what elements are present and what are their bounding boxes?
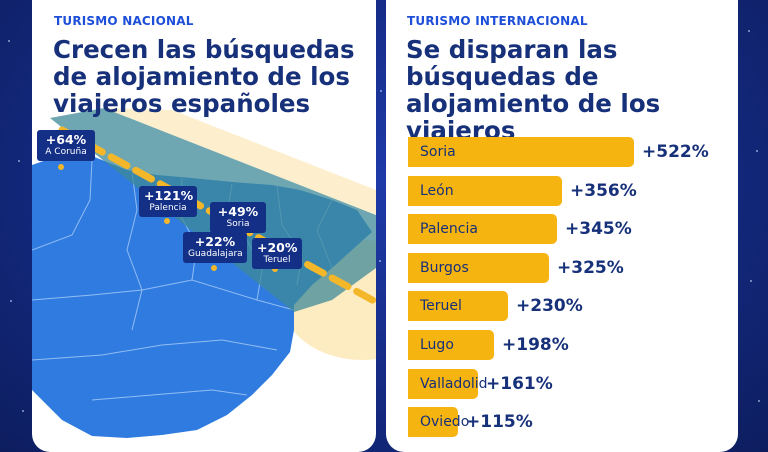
bar-chart: Soria +522% León +356% Palencia +345% Burgos +3… <box>386 0 738 452</box>
band-highlight <box>104 108 376 215</box>
national-panel: TURISMO NACIONAL Crecen las búsquedas de… <box>32 0 376 452</box>
international-panel: TURISMO INTERNACIONAL Se disparan las bú… <box>386 0 738 452</box>
map-label-city: Soria <box>226 219 250 229</box>
map-label-guadalajara: +22% Guadalajara <box>183 232 247 263</box>
bar-category-label: Teruel <box>420 298 462 314</box>
bar <box>408 407 458 437</box>
map-label-city: Teruel <box>263 255 291 265</box>
bar-value-label: +325% <box>557 258 624 278</box>
map-label-city: A Coruña <box>45 147 87 157</box>
bar <box>408 253 549 283</box>
map-label-palencia: +121% Palencia <box>139 186 197 217</box>
bar-value-label: +522% <box>642 142 709 162</box>
bar-value-label: +115% <box>466 412 533 432</box>
bar-value-label: +356% <box>570 181 637 201</box>
bar-value-label: +161% <box>486 374 553 394</box>
bar <box>408 214 557 244</box>
bar-category-label: Lugo <box>420 337 454 353</box>
map-label-pct: +22% <box>194 234 236 249</box>
bar-category-label: Burgos <box>420 260 469 276</box>
bar-category-label: Palencia <box>420 221 478 237</box>
map-label-city: Guadalajara <box>188 249 243 259</box>
map-label-teruel: +20% Teruel <box>252 238 302 269</box>
national-kicker: TURISMO NACIONAL <box>54 14 194 28</box>
map-label-a-coruna: +64% A Coruña <box>37 130 95 161</box>
bar-value-label: +230% <box>516 296 583 316</box>
bar-category-label: Oviedo <box>420 414 470 430</box>
bar-category-label: Valladolid <box>420 376 488 392</box>
map-label-pct: +121% <box>144 188 194 203</box>
map-label-pct: +64% <box>45 132 87 147</box>
map-label-pct: +49% <box>217 204 259 219</box>
bar <box>408 330 494 360</box>
national-title: Crecen las búsquedas de alojamiento de l… <box>53 35 355 118</box>
bar-category-label: León <box>420 183 454 199</box>
map-label-city: Palencia <box>149 203 187 213</box>
bar-value-label: +345% <box>565 219 632 239</box>
bar <box>408 176 562 206</box>
international-kicker: TURISMO INTERNACIONAL <box>407 14 588 28</box>
bar <box>408 369 478 399</box>
bar-value-label: +198% <box>502 335 569 355</box>
bar <box>408 291 508 321</box>
city-dots <box>58 164 278 272</box>
map-label-soria: +49% Soria <box>210 202 266 233</box>
bar <box>408 137 634 167</box>
map-label-pct: +20% <box>257 240 298 255</box>
bar-category-label: Soria <box>420 144 456 160</box>
